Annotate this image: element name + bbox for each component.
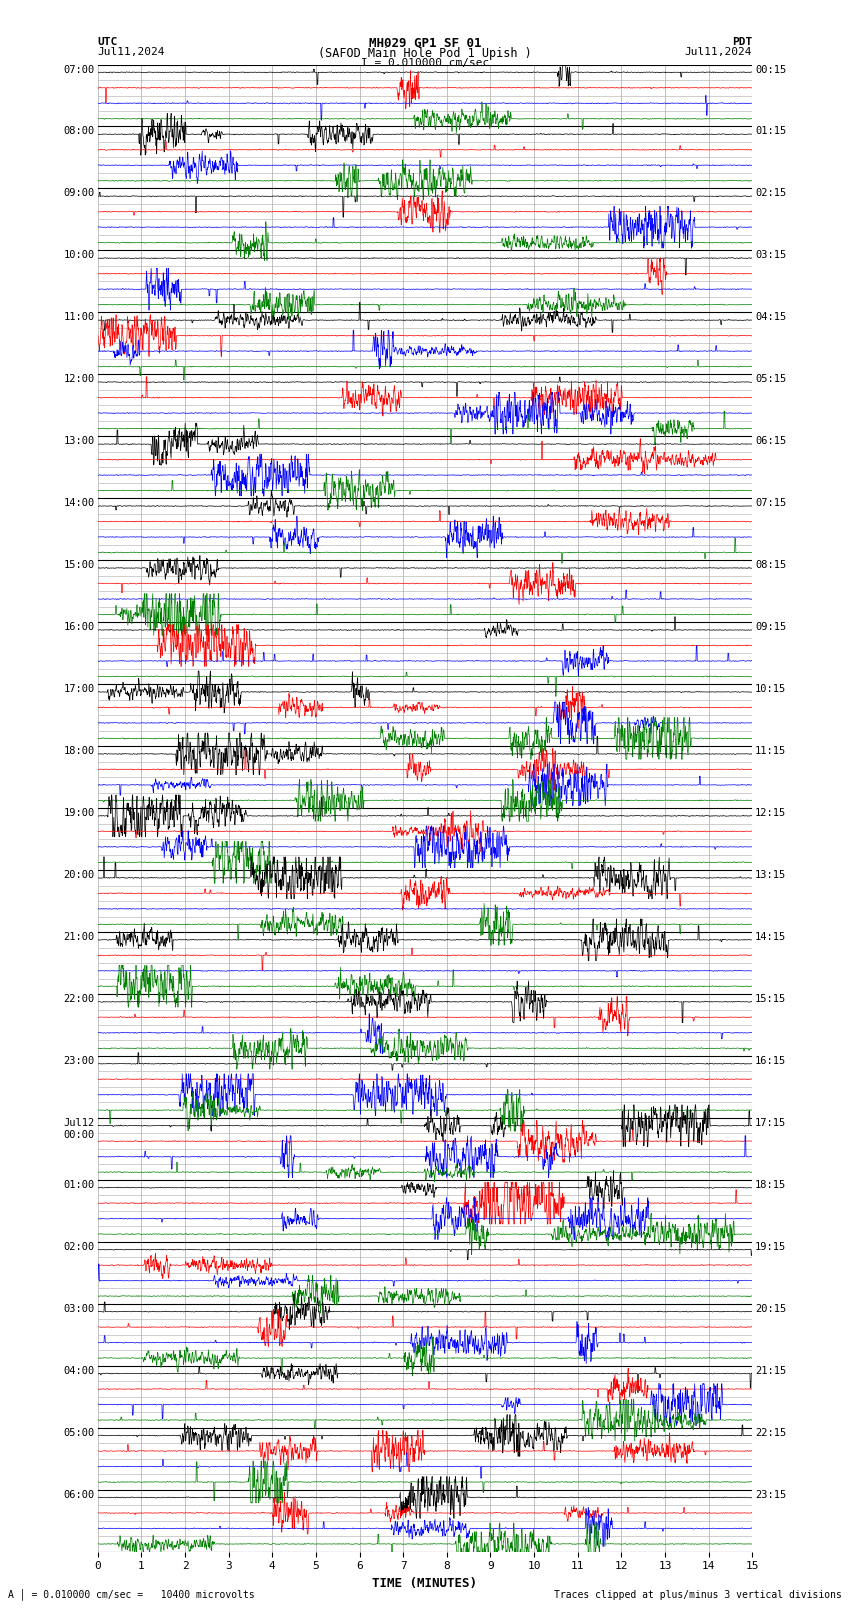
Text: Jul11,2024: Jul11,2024 <box>98 47 165 56</box>
Text: PDT: PDT <box>732 37 752 47</box>
X-axis label: TIME (MINUTES): TIME (MINUTES) <box>372 1578 478 1590</box>
Text: Traces clipped at plus/minus 3 vertical divisions: Traces clipped at plus/minus 3 vertical … <box>553 1590 842 1600</box>
Text: I = 0.010000 cm/sec: I = 0.010000 cm/sec <box>361 58 489 68</box>
Text: UTC: UTC <box>98 37 118 47</box>
Text: MH029 GP1 SF 01: MH029 GP1 SF 01 <box>369 37 481 50</box>
Text: A │ = 0.010000 cm/sec =   10400 microvolts: A │ = 0.010000 cm/sec = 10400 microvolts <box>8 1589 255 1600</box>
Text: (SAFOD Main Hole Pod 1 Upish ): (SAFOD Main Hole Pod 1 Upish ) <box>318 47 532 60</box>
Text: Jul11,2024: Jul11,2024 <box>685 47 752 56</box>
